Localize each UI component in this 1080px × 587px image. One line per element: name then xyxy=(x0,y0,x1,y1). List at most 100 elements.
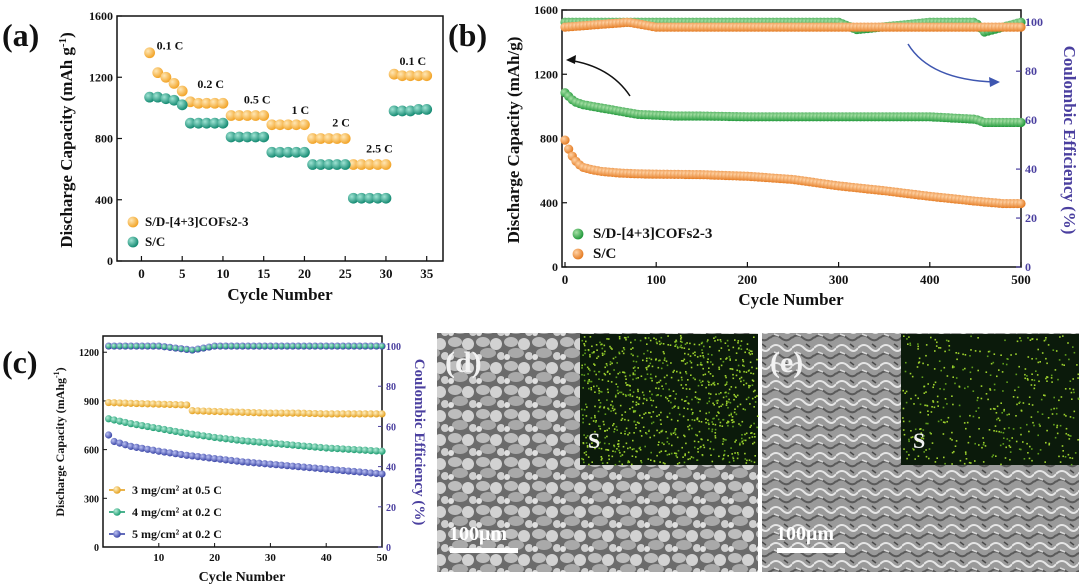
eds-dot xyxy=(650,351,652,353)
eds-dot xyxy=(1057,378,1059,381)
eds-dot xyxy=(614,356,617,358)
eds-dot xyxy=(629,374,631,377)
eds-dot xyxy=(662,388,664,390)
eds-dot xyxy=(708,384,710,386)
eds-dot xyxy=(701,349,703,351)
eds-dot xyxy=(638,422,640,424)
eds-dot xyxy=(730,419,733,421)
eds-dot xyxy=(726,422,728,424)
eds-dot xyxy=(598,370,601,373)
eds-dot xyxy=(658,451,661,454)
eds-dot xyxy=(635,450,638,452)
c-point-4mg xyxy=(372,447,381,455)
a-point-sc xyxy=(405,105,416,117)
eds-dot xyxy=(609,363,612,366)
eds-dot xyxy=(713,381,716,384)
eds-dot xyxy=(938,347,940,349)
eds-dot xyxy=(1045,337,1047,339)
eds-dot xyxy=(721,443,724,445)
c-point-5mg xyxy=(205,454,213,462)
a-ytick-label: 1600 xyxy=(89,9,113,23)
eds-dot xyxy=(995,430,998,433)
eds-dot xyxy=(708,397,711,399)
eds-dot xyxy=(982,461,985,463)
eds-dot xyxy=(676,456,679,459)
b-y2tick-label: 20 xyxy=(1025,211,1037,225)
panel-e-sem-image: (e) S 100μm xyxy=(762,333,1080,572)
eds-dot xyxy=(701,380,704,383)
eds-dot xyxy=(911,436,914,438)
eds-dot xyxy=(739,424,742,427)
eds-dot xyxy=(738,347,740,349)
eds-dot xyxy=(676,463,679,465)
eds-dot xyxy=(1061,445,1064,447)
eds-dot xyxy=(751,366,753,369)
eds-dot xyxy=(1015,440,1018,443)
eds-dot xyxy=(902,420,905,423)
eds-dot xyxy=(1012,428,1015,430)
a-point-sc xyxy=(282,146,294,158)
eds-dot xyxy=(667,400,670,402)
eds-dot xyxy=(719,424,721,427)
eds-dot xyxy=(644,337,647,339)
eds-dot xyxy=(616,362,618,364)
eds-dot xyxy=(942,433,945,435)
eds-dot xyxy=(607,407,609,410)
eds-dot xyxy=(1037,348,1039,351)
a-xtick-label: 25 xyxy=(339,266,353,281)
c-point-4mg xyxy=(183,429,191,437)
panel-b-points xyxy=(560,17,1026,209)
eds-dot xyxy=(655,358,657,360)
c-point-3mg xyxy=(238,408,247,416)
b-y2tick-label: 80 xyxy=(1025,64,1037,78)
c-point-3mg xyxy=(233,408,241,416)
b-ytick-label: 1600 xyxy=(534,3,558,17)
eds-dot xyxy=(744,433,746,436)
eds-dot xyxy=(930,432,932,435)
eds-dot xyxy=(585,415,588,417)
eds-dot xyxy=(713,337,715,339)
eds-dot xyxy=(954,382,956,385)
a-point-sc xyxy=(380,192,392,204)
eds-dot xyxy=(1004,457,1007,459)
eds-dot xyxy=(677,347,679,349)
eds-dot xyxy=(989,388,991,390)
eds-dot xyxy=(664,450,667,452)
eds-dot xyxy=(629,395,631,397)
eds-dot xyxy=(1023,458,1026,460)
b-legend-marker xyxy=(572,248,584,260)
eds-dot xyxy=(1055,350,1058,352)
eds-dot xyxy=(742,442,744,445)
eds-dot xyxy=(739,443,741,446)
b-xtick-label: 300 xyxy=(829,272,849,287)
eds-dot xyxy=(690,408,693,411)
eds-dot xyxy=(660,450,663,453)
c-point-5mg xyxy=(344,467,353,475)
panel-c-points xyxy=(104,342,386,478)
eds-dot xyxy=(718,366,720,369)
eds-dot xyxy=(612,357,615,360)
eds-dot xyxy=(718,455,720,458)
eds-dot xyxy=(930,336,932,339)
eds-dot xyxy=(740,348,743,350)
eds-dot xyxy=(688,348,690,350)
eds-dot xyxy=(729,358,731,360)
eds-dot xyxy=(624,418,626,421)
eds-dot xyxy=(930,411,933,413)
a-point-sd-cof xyxy=(307,133,318,144)
b-capacity-point-sc xyxy=(564,144,574,154)
eds-dot xyxy=(718,393,720,395)
c-point-3mg xyxy=(171,401,180,409)
eds-dot xyxy=(1037,434,1039,437)
eds-dot xyxy=(676,345,679,348)
eds-dot xyxy=(1069,380,1072,382)
eds-dot xyxy=(630,348,632,350)
eds-dot xyxy=(585,436,587,439)
a-ytick-label: 0 xyxy=(107,254,113,268)
eds-dot xyxy=(693,419,696,422)
eds-dot xyxy=(585,454,588,456)
eds-dot xyxy=(1073,351,1076,354)
eds-dot xyxy=(666,437,669,439)
b-ytick-label: 800 xyxy=(540,132,558,146)
eds-dot xyxy=(1070,391,1073,394)
